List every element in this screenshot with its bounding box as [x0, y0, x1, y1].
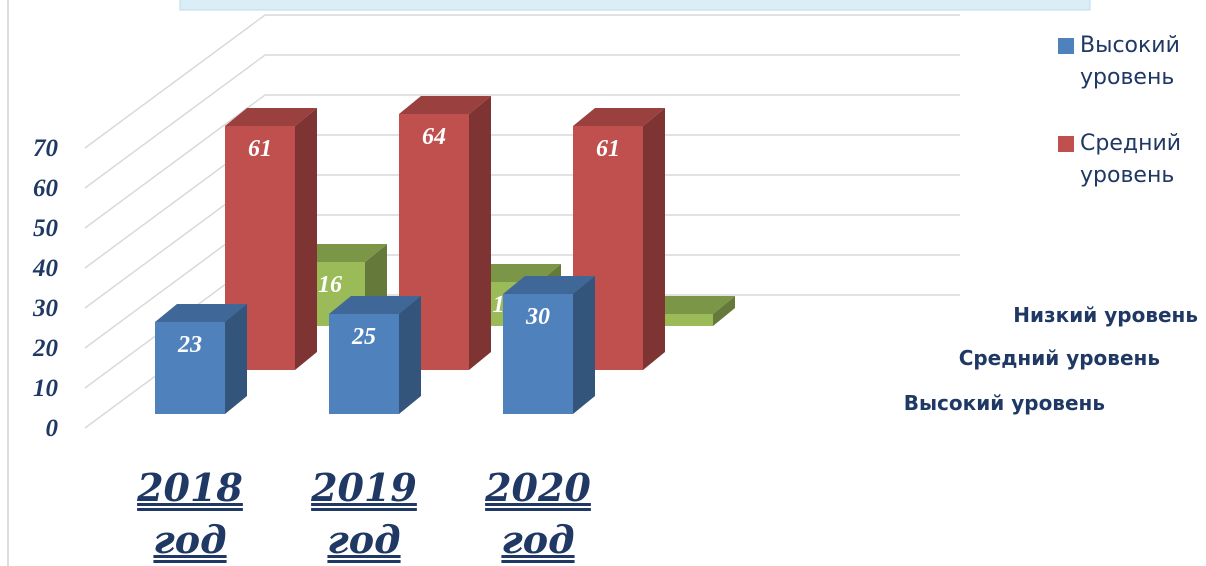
bar-front: [329, 314, 399, 414]
grid-line: [84, 14, 960, 149]
bar-side: [295, 108, 317, 370]
bar-side: [713, 296, 735, 326]
bar-front: [155, 322, 225, 414]
bar-top: [573, 108, 665, 126]
legend-swatch: [1058, 136, 1074, 152]
x-tick-label: 2018 год: [137, 465, 243, 562]
x-tick-label: 2020 год: [485, 465, 591, 562]
bar-side: [643, 108, 665, 370]
value-label: 64: [422, 124, 446, 150]
value-label: 25: [351, 324, 376, 350]
value-label: 23: [177, 332, 202, 358]
value-label: 16: [318, 272, 342, 298]
bar: [329, 296, 421, 414]
y-tick-label: 0: [46, 415, 59, 442]
bar-side: [469, 96, 491, 370]
grid-line: [84, 54, 960, 189]
y-tick-label: 10: [33, 375, 59, 402]
bar-top: [643, 296, 735, 314]
header-band: [179, 0, 1091, 11]
legend-swatch: [1058, 38, 1074, 54]
bar-side: [573, 276, 595, 414]
bar-side: [399, 296, 421, 414]
bar-top: [295, 244, 387, 262]
value-label: 3: [671, 324, 684, 350]
depth-label: Средний уровень: [959, 346, 1160, 370]
value-label: 61: [596, 136, 620, 162]
bar-side: [225, 304, 247, 414]
depth-label: Высокий уровень: [904, 391, 1105, 415]
bar-front: [503, 294, 573, 414]
grid-line: [84, 134, 960, 269]
bar-top: [329, 296, 421, 314]
bar-top: [155, 304, 247, 322]
value-label: 61: [248, 136, 272, 162]
depth-label: Низкий уровень: [1013, 303, 1198, 327]
legend-label: Высокий уровень: [1080, 33, 1180, 90]
y-tick-label: 50: [33, 215, 59, 242]
y-tick-label: 20: [32, 335, 59, 362]
bar-top: [503, 276, 595, 294]
grid-line: [84, 94, 960, 229]
bar-top: [225, 108, 317, 126]
value-label: 30: [525, 304, 550, 330]
y-tick-label: 70: [33, 135, 59, 162]
x-tick-label: 2019 год: [311, 465, 417, 562]
y-tick-label: 60: [33, 175, 59, 202]
bar: [155, 304, 247, 414]
bar: [503, 276, 595, 414]
bar-top: [399, 96, 491, 114]
y-tick-label: 40: [32, 255, 59, 282]
y-tick-label: 30: [32, 295, 59, 322]
legend-label: Средний уровень: [1080, 131, 1182, 188]
